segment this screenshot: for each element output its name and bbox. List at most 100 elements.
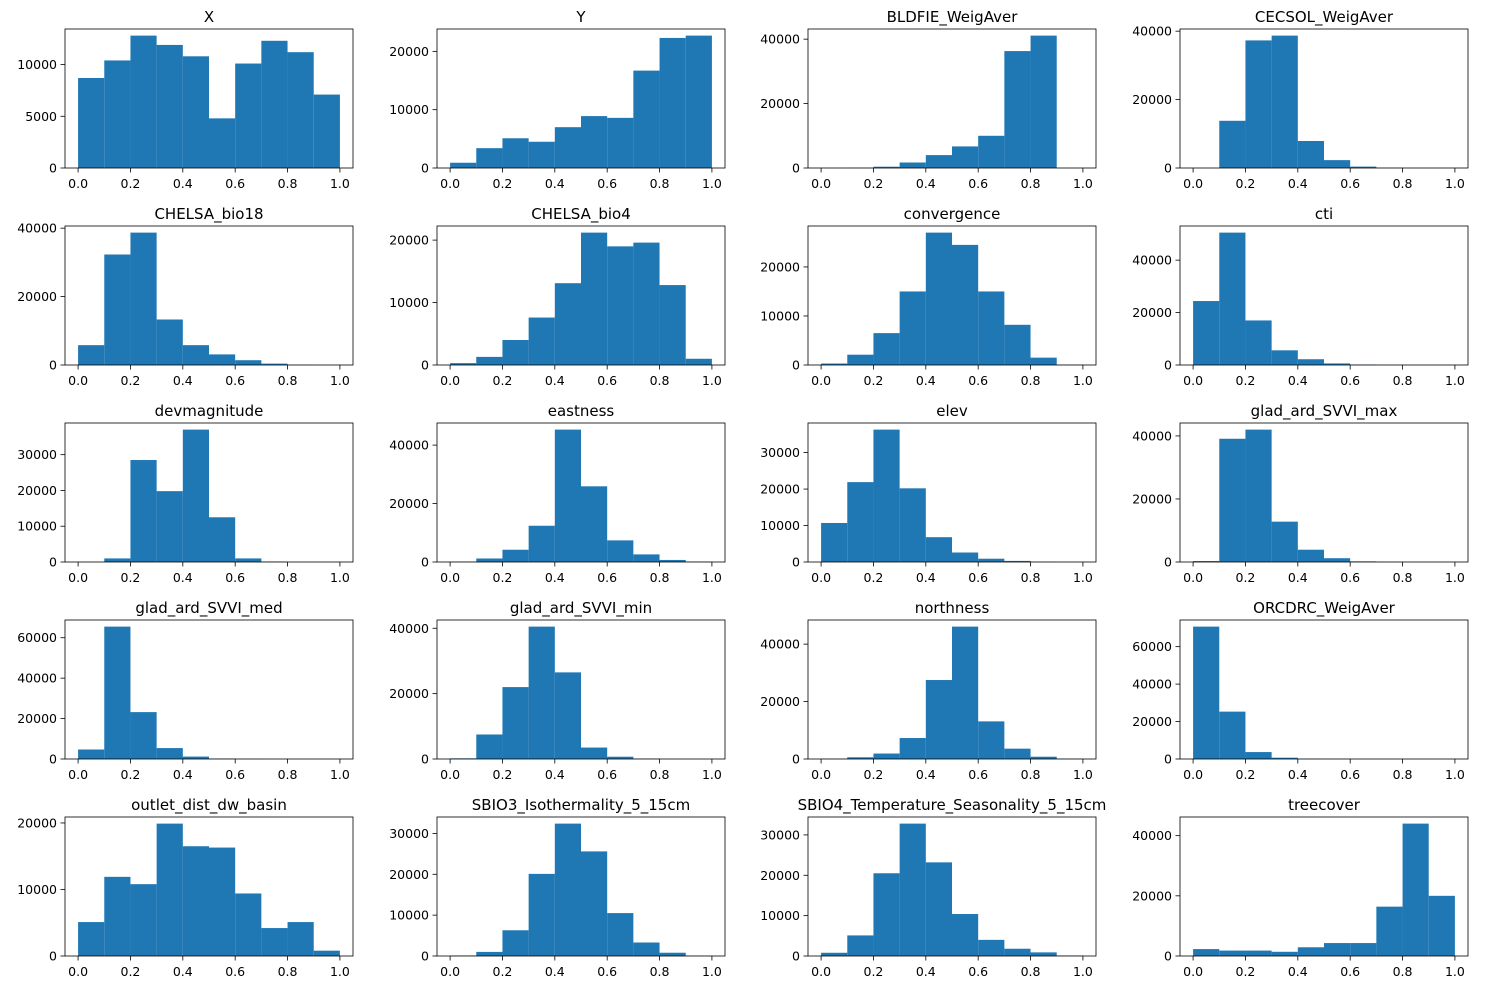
histogram-bar: [1193, 626, 1220, 759]
x-tick-label: 0.2: [121, 570, 141, 585]
histogram-bar: [104, 558, 131, 562]
x-tick-label: 0.6: [1340, 176, 1360, 191]
x-tick-label: 0.4: [545, 176, 565, 191]
x-tick-label: 0.0: [811, 964, 831, 979]
y-tick-label: 40000: [1132, 24, 1172, 39]
histogram-bar: [476, 734, 503, 759]
histogram-bar: [925, 232, 952, 365]
subplot-title: convergence: [904, 205, 1001, 223]
histogram-bar: [1219, 120, 1246, 168]
x-tick-label: 0.6: [597, 373, 617, 388]
y-tick-label: 10000: [760, 308, 800, 323]
y-tick-label: 0: [792, 949, 800, 964]
histogram-bar: [1271, 757, 1298, 759]
histogram-bar: [1193, 301, 1220, 365]
histogram-bar: [182, 345, 209, 365]
x-tick-label: 1.0: [330, 964, 350, 979]
y-tick-label: 20000: [389, 867, 429, 882]
histogram-bar: [1350, 943, 1377, 956]
y-tick-label: 10000: [17, 882, 57, 897]
histogram-bar: [1297, 549, 1324, 562]
histogram-bar: [235, 558, 262, 562]
x-tick-label: 0.2: [864, 176, 884, 191]
histogram-bar: [659, 952, 686, 956]
histogram-bar: [847, 354, 874, 365]
x-tick-label: 1.0: [702, 373, 722, 388]
histogram-bar: [554, 127, 581, 168]
axes-frame: [436, 28, 726, 169]
histogram-bar: [925, 537, 952, 562]
x-tick-label: 0.4: [1288, 570, 1308, 585]
x-tick-label: 0.4: [916, 176, 936, 191]
subplot-title: SBIO4_Temperature_Seasonality_5_15cm: [798, 796, 1107, 815]
subplot-CHELSA_bio4: 0.0 0.2 0.4 0.6 0.8 1.0 0 10000 20000 CHELSA_bio4: [389, 205, 726, 388]
histogram-bar: [847, 482, 874, 562]
y-tick-label: 0: [792, 555, 800, 570]
histogram-bar: [1004, 948, 1031, 956]
histogram-bar: [899, 291, 926, 365]
histogram-bar: [182, 756, 209, 759]
histogram-bar: [633, 554, 660, 562]
axes-frame: [64, 619, 354, 760]
x-tick-label: 1.0: [1445, 570, 1465, 585]
x-tick-label: 0.8: [1021, 570, 1041, 585]
y-tick-label: 20000: [760, 96, 800, 111]
x-tick-label: 0.0: [811, 767, 831, 782]
y-tick-label: 0: [421, 555, 429, 570]
y-tick-label: 10000: [760, 908, 800, 923]
y-tick-label: 30000: [760, 827, 800, 842]
subplot-treecover: 0.0 0.2 0.4 0.6 0.8 1.0 0 20000 40000 treecover: [1132, 796, 1469, 979]
histogram-bar: [899, 738, 926, 759]
x-tick-label: 0.0: [68, 373, 88, 388]
subplot-glad_ard_SVVI_max: 0.0 0.2 0.4 0.6 0.8 1.0 0 20000 40000 glad_ard_SV…: [1132, 402, 1469, 585]
histogram-bar: [1271, 951, 1298, 956]
x-tick-label: 0.8: [1393, 570, 1413, 585]
y-tick-label: 40000: [17, 221, 57, 236]
histogram-bar: [528, 525, 555, 562]
x-tick-label: 0.6: [968, 964, 988, 979]
y-tick-label: 40000: [1132, 677, 1172, 692]
x-tick-label: 0.4: [916, 964, 936, 979]
subplot-title: cti: [1315, 205, 1333, 223]
histogram-bar: [581, 851, 608, 956]
x-tick-label: 0.0: [440, 176, 460, 191]
y-tick-label: 60000: [1132, 639, 1172, 654]
subplot-title: CHELSA_bio18: [154, 205, 263, 224]
histogram-bar: [925, 862, 952, 956]
histogram-bar: [1324, 363, 1351, 365]
y-tick-label: 0: [421, 358, 429, 373]
subplot-title: glad_ard_SVVI_med: [135, 599, 282, 618]
histogram-bar: [1030, 952, 1057, 956]
histogram-bar: [925, 680, 952, 759]
histogram-bar: [156, 748, 183, 759]
histogram-bar: [952, 914, 979, 956]
x-tick-label: 0.0: [68, 570, 88, 585]
x-tick-label: 1.0: [1073, 570, 1093, 585]
x-tick-label: 0.0: [440, 767, 460, 782]
x-tick-label: 0.4: [545, 373, 565, 388]
histogram-bar: [209, 847, 236, 956]
x-tick-label: 0.0: [811, 176, 831, 191]
x-tick-label: 0.6: [968, 767, 988, 782]
x-tick-label: 0.2: [864, 373, 884, 388]
y-tick-label: 0: [49, 949, 57, 964]
histogram-bar: [1271, 350, 1298, 365]
histogram-bar: [607, 246, 634, 365]
x-tick-label: 0.4: [1288, 176, 1308, 191]
x-tick-label: 0.4: [1288, 373, 1308, 388]
x-tick-label: 0.6: [597, 176, 617, 191]
subplot-title: northness: [915, 599, 990, 617]
x-tick-label: 0.4: [173, 570, 193, 585]
subplot-Y: 0.0 0.2 0.4 0.6 0.8 1.0 0 10000 20000 Y: [389, 8, 726, 191]
histogram-bar: [528, 317, 555, 365]
histogram-bar: [1193, 561, 1220, 562]
x-tick-label: 1.0: [1073, 767, 1093, 782]
x-tick-label: 1.0: [330, 176, 350, 191]
x-tick-label: 0.4: [173, 373, 193, 388]
histogram-bar: [633, 242, 660, 365]
subplot-eastness: 0.0 0.2 0.4 0.6 0.8 1.0 0 20000 40000 eastness: [389, 402, 726, 585]
y-tick-label: 0: [792, 161, 800, 176]
subplot-title: ORCDRC_WeigAver: [1253, 599, 1396, 618]
x-tick-label: 0.6: [1340, 373, 1360, 388]
x-tick-label: 0.2: [493, 964, 513, 979]
